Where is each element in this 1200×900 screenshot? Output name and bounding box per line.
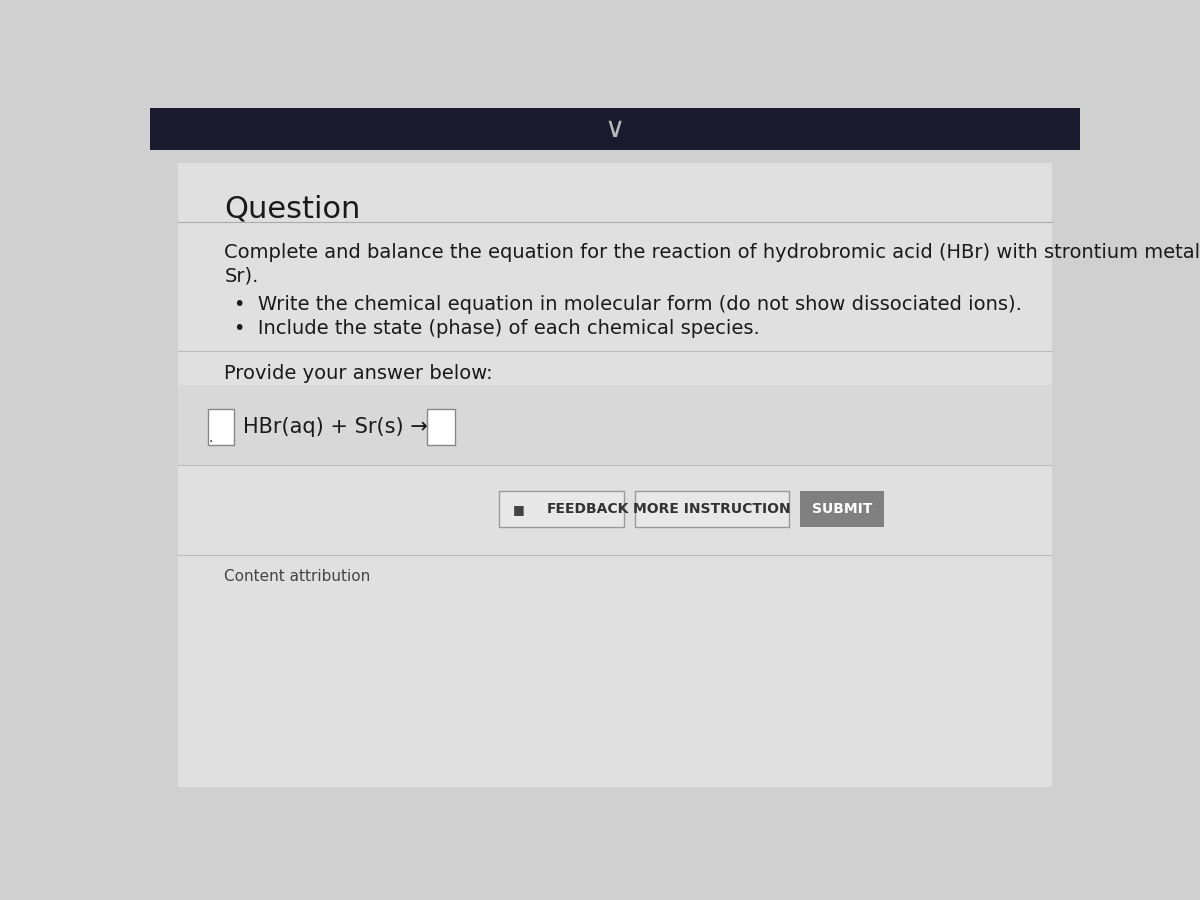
FancyBboxPatch shape <box>178 385 1052 465</box>
Text: Sr).: Sr). <box>224 266 259 285</box>
Text: •  Include the state (phase) of each chemical species.: • Include the state (phase) of each chem… <box>234 320 760 338</box>
Text: Complete and balance the equation for the reaction of hydrobromic acid (HBr) wit: Complete and balance the equation for th… <box>224 243 1200 262</box>
Text: Question: Question <box>224 194 361 223</box>
FancyBboxPatch shape <box>636 491 788 527</box>
Text: SUBMIT: SUBMIT <box>811 502 872 517</box>
Text: •  Write the chemical equation in molecular form (do not show dissociated ions).: • Write the chemical equation in molecul… <box>234 295 1021 314</box>
FancyBboxPatch shape <box>208 410 234 446</box>
Text: ■: ■ <box>512 503 524 516</box>
FancyBboxPatch shape <box>150 108 1080 149</box>
Text: Provide your answer below:: Provide your answer below: <box>224 364 493 383</box>
FancyBboxPatch shape <box>178 164 1052 788</box>
Text: MORE INSTRUCTION: MORE INSTRUCTION <box>634 502 791 517</box>
Text: ∨: ∨ <box>605 115 625 143</box>
Text: Content attribution: Content attribution <box>224 569 371 584</box>
Text: FEEDBACK: FEEDBACK <box>547 502 630 517</box>
Text: HBr(aq) + Sr(s) →: HBr(aq) + Sr(s) → <box>242 417 427 436</box>
FancyBboxPatch shape <box>427 410 455 446</box>
FancyBboxPatch shape <box>800 491 883 527</box>
Text: .: . <box>209 431 212 445</box>
FancyBboxPatch shape <box>499 491 624 527</box>
